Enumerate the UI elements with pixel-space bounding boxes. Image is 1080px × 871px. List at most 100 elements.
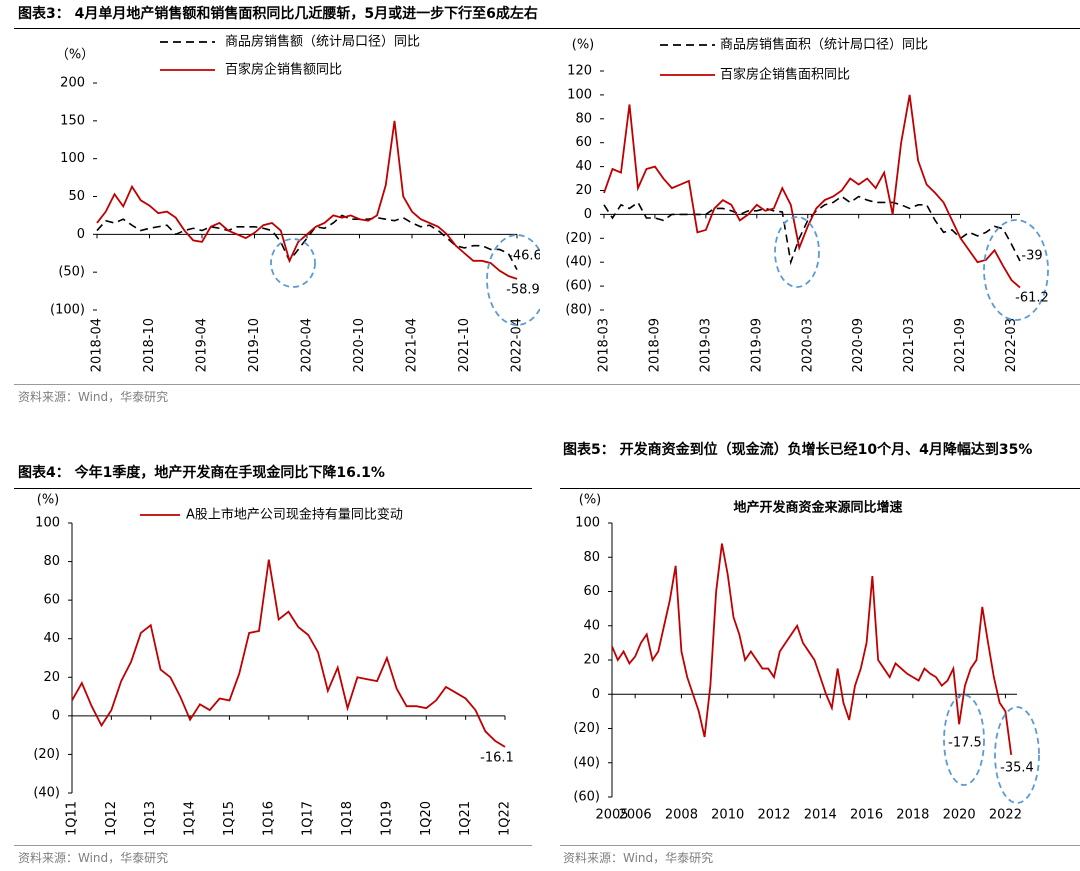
y-tick-label: 100 (35, 516, 60, 531)
data-label: -39 (1021, 249, 1042, 264)
y-tick-label: 80 (43, 554, 60, 569)
y-tick-label: 20 (583, 653, 600, 668)
x-tick-label: 2008 (665, 808, 698, 823)
figure-caption: 图表4： 今年1季度，地产开发商在手现金同比下降16.1% (18, 465, 385, 481)
chart: (80) (60) (40) (20) 0 20 40 60 80 100 120 (%) 2018-0… (565, 37, 1049, 372)
x-tick-label: 2020-10 (352, 318, 367, 372)
data-label: -35.4 (1000, 761, 1034, 776)
y-unit-label: (%) (37, 493, 60, 508)
x-tick-label: 2021-10 (457, 318, 472, 372)
data-label: -61.2 (1015, 291, 1049, 306)
legend-label: 百家房企销售面积同比 (720, 67, 850, 83)
y-tick-label: 60 (575, 135, 592, 150)
y-tick-label: (80) (565, 303, 592, 318)
y-tick-label: 80 (575, 111, 592, 126)
y-tick-label: (50) (58, 265, 85, 280)
y-tick-label: 40 (575, 159, 592, 174)
highlight-ellipse (774, 216, 820, 288)
x-tick-label: 2021-09 (953, 318, 968, 372)
y-tick-label: 100 (60, 151, 85, 166)
x-tick-label: 2020-04 (300, 318, 315, 372)
y-tick-label: (20) (565, 231, 592, 246)
x-tick-label: 1Q18 (340, 801, 355, 836)
x-tick-label: 2020-09 (851, 318, 866, 372)
x-tick-label: 2016 (850, 808, 883, 823)
legend-label: 百家房企销售额同比 (225, 62, 342, 78)
x-tick-label: 2020-03 (800, 318, 815, 372)
legend-label: 商品房销售额（统计局口径）同比 (225, 34, 420, 50)
highlight-ellipse (983, 219, 1049, 321)
x-tick-label: 2020 (943, 808, 976, 823)
x-tick-label: 2010 (711, 808, 744, 823)
x-tick-label: 2019-09 (749, 318, 764, 372)
y-tick-label: (20) (33, 747, 60, 762)
y-tick-label: 40 (583, 618, 600, 633)
chart-title: 地产开发商资金来源同比增速 (733, 500, 902, 516)
legend-label: A股上市地产公司现金持有量同比变动 (186, 507, 403, 523)
data-label: -16.1 (480, 751, 514, 766)
x-tick-label: 2018-03 (597, 318, 612, 372)
y-tick-label: (40) (33, 786, 60, 801)
x-tick-label: 2018-09 (647, 318, 662, 372)
x-tick-label: 2018-10 (142, 318, 157, 372)
y-tick-label: 60 (583, 584, 600, 599)
y-tick-label: 0 (77, 227, 85, 242)
highlight-ellipse (943, 694, 985, 786)
y-tick-label: (60) (573, 790, 600, 805)
highlight-ellipse (270, 238, 316, 288)
x-tick-label: 2019-03 (698, 318, 713, 372)
y-tick-label: 0 (592, 687, 600, 702)
source-note: 资料来源：Wind，华泰研究 (18, 851, 169, 865)
y-tick-label: 200 (60, 76, 85, 91)
data-line (96, 120, 518, 280)
caption-rule (14, 28, 1080, 29)
x-tick-label: 1Q15 (222, 801, 237, 836)
data-line (603, 195, 1021, 266)
data-line (96, 214, 518, 270)
data-line (603, 94, 1021, 289)
x-tick-label: 2012 (757, 808, 790, 823)
x-tick-label: 1Q17 (301, 801, 316, 836)
y-tick-label: (60) (565, 279, 592, 294)
y-unit-label: (%) (572, 38, 595, 53)
x-tick-label: 2019-10 (247, 318, 262, 372)
y-unit-label: (%) (579, 493, 602, 508)
x-tick-label: 2005 (595, 808, 628, 823)
y-tick-label: 100 (567, 87, 592, 102)
source-rule (14, 845, 532, 846)
chart: (40) (20) 0 20 40 60 80 100 (%) 1Q11 1Q12 1Q13 1Q14 1… (33, 493, 514, 837)
chart: (60) (40) (20) 0 20 40 60 80 100 (%) 地产开发商资金来源同比增速… (573, 493, 1040, 823)
highlight-ellipse (994, 706, 1040, 804)
x-tick-label: 2022-04 (510, 318, 525, 372)
y-tick-label: 20 (43, 670, 60, 685)
x-tick-label: 1Q12 (104, 801, 119, 836)
x-tick-label: 2019-04 (195, 318, 210, 372)
x-tick-label: 2021-03 (902, 318, 917, 372)
x-tick-label: 1Q20 (419, 801, 434, 836)
y-tick-label: 100 (575, 516, 600, 531)
data-line (71, 559, 506, 748)
x-tick-label: 2021-04 (405, 318, 420, 372)
x-tick-label: 1Q22 (498, 801, 513, 836)
figure-caption: 图表5： 开发商资金到位（现金流）负增长已经10个月、4月降幅达到35% (563, 442, 1033, 458)
y-tick-label: 120 (567, 64, 592, 79)
source-rule (560, 845, 1080, 846)
x-tick-label: 2022-03 (1004, 318, 1019, 372)
chart: (100) (50) 0 50 100 150 200 （%） 2018-04 2018-10 20… (50, 34, 540, 372)
data-line (611, 543, 1013, 755)
x-tick-label: 1Q11 (65, 801, 80, 836)
y-tick-label: 150 (60, 113, 85, 128)
x-tick-label: 2018 (896, 808, 929, 823)
source-note: 资料来源：Wind，华泰研究 (563, 851, 714, 865)
source-note: 资料来源：Wind，华泰研究 (18, 390, 169, 404)
y-tick-label: (100) (50, 303, 85, 318)
y-tick-label: 0 (584, 207, 592, 222)
x-tick-label: 1Q16 (261, 801, 276, 836)
y-tick-label: 60 (43, 593, 60, 608)
y-tick-label: 50 (68, 189, 85, 204)
x-tick-label: 1Q19 (379, 801, 394, 836)
y-tick-label: 80 (583, 550, 600, 565)
y-unit-label: （%） (56, 48, 94, 63)
figure-caption: 图表3： 4月单月地产销售额和销售面积同比几近腰斩，5月或进一步下行至6成左右 (18, 6, 538, 22)
